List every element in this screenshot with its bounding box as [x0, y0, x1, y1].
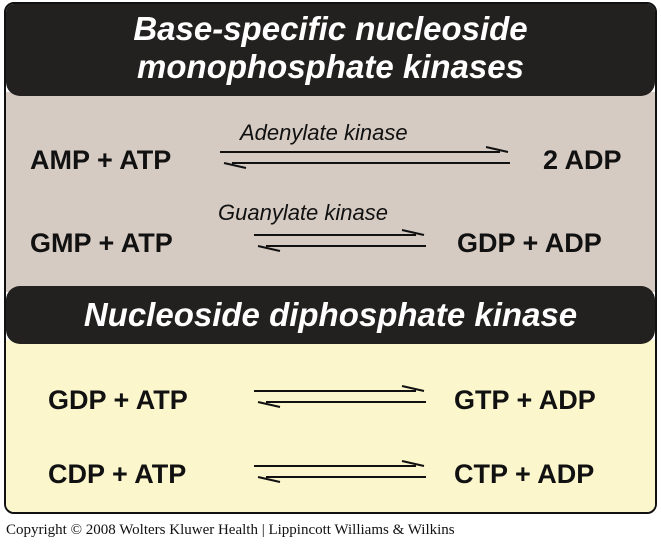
monophosphate-title-line1: Base-specific nucleoside	[133, 10, 528, 47]
reaction-2-enzyme: Guanylate kinase	[218, 200, 388, 225]
reaction-3-products: GTP + ADP	[454, 385, 596, 415]
monophosphate-kinase-panel	[6, 92, 655, 292]
reaction-3-reactants: GDP + ATP	[48, 385, 188, 415]
kinase-diagram: Base-specific nucleoside monophosphate k…	[4, 2, 657, 514]
monophosphate-title-line2: monophosphate kinases	[137, 48, 524, 85]
reaction-1-reactants: AMP + ATP	[30, 145, 172, 175]
copyright-notice: Copyright © 2008 Wolters Kluwer Health |…	[6, 522, 455, 538]
reversible-reaction-arrows-icon	[220, 146, 510, 169]
reaction-2-products: GDP + ADP	[457, 228, 602, 258]
reaction-1-enzyme: Adenylate kinase	[240, 120, 408, 145]
reversible-reaction-arrows-icon	[254, 460, 426, 483]
diphosphate-kinase-panel	[6, 340, 655, 512]
reaction-4-products: CTP + ADP	[454, 459, 595, 489]
reaction-2-reactants: GMP + ATP	[30, 228, 173, 258]
reversible-reaction-arrows-icon	[254, 229, 426, 252]
reaction-4-reactants: CDP + ATP	[48, 459, 187, 489]
reversible-reaction-arrows-icon	[254, 385, 426, 408]
diphosphate-kinase-header: Nucleoside diphosphate kinase	[6, 286, 655, 344]
monophosphate-kinase-header: Base-specific nucleoside monophosphate k…	[6, 4, 655, 96]
reaction-1-products: 2 ADP	[543, 145, 622, 175]
diphosphate-title: Nucleoside diphosphate kinase	[83, 296, 578, 333]
